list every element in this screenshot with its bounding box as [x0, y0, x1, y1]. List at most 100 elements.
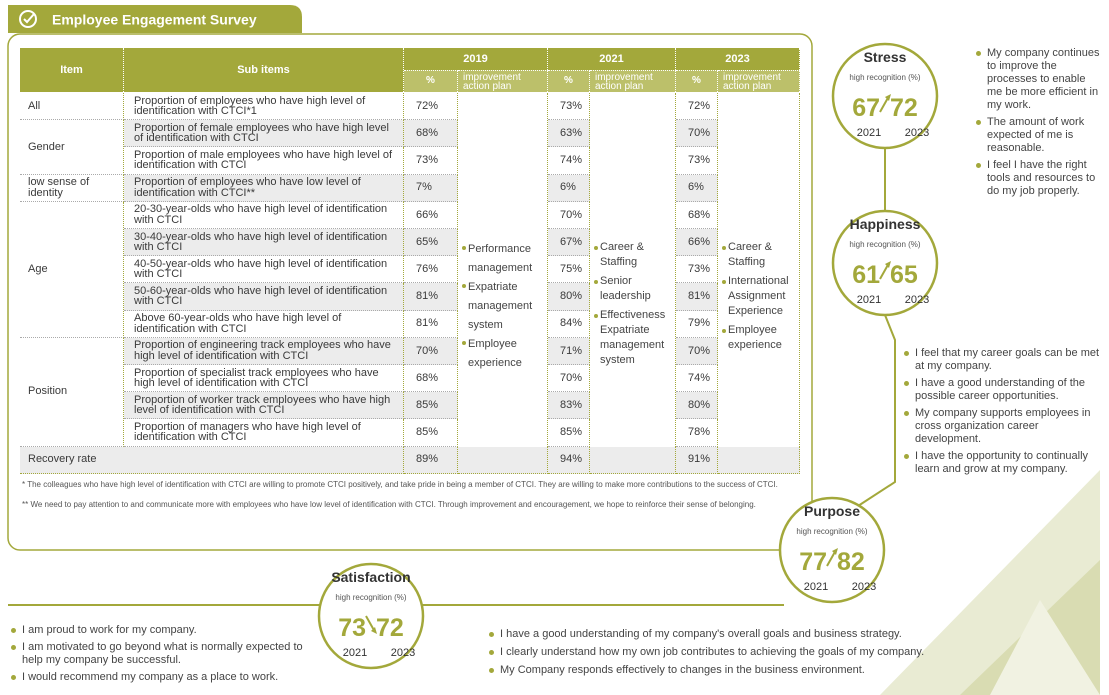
pct-cell: 7%	[404, 174, 458, 202]
title-tab	[8, 5, 302, 33]
pct-cell: 68%	[404, 365, 458, 393]
pct-cell: 68%	[404, 120, 458, 148]
plan-item: Effectiveness Expatriate management syst…	[594, 308, 674, 368]
sub-item-cell: Proportion of female employees who have …	[124, 120, 404, 148]
year-label: 2023	[852, 581, 876, 593]
sub-item-cell: Proportion of managers who have high lev…	[124, 419, 404, 447]
pct-cell: 70%	[676, 120, 718, 148]
plan-item: Expatriate management system	[462, 278, 546, 335]
circle-label: high recognition (%)	[849, 240, 920, 249]
pct-cell: 68%	[676, 201, 718, 229]
year-label: 2023	[391, 647, 415, 659]
bullet	[594, 246, 598, 250]
title: Employee Engagement Survey	[52, 12, 257, 28]
year-label: 2021	[804, 581, 828, 593]
circle-title: Purpose	[804, 503, 860, 519]
pct-cell: 74%	[676, 365, 718, 393]
from-value: 61	[852, 261, 880, 289]
footnote: ** We need to pay attention to and commu…	[22, 499, 756, 509]
pct-cell: 80%	[676, 392, 718, 420]
pct-cell: 81%	[676, 283, 718, 311]
plan-header: improvement action plan	[590, 70, 676, 92]
pct-cell: 83%	[548, 392, 590, 420]
bullet-item: I clearly understand how my own job cont…	[488, 646, 968, 659]
plan-text: Career & Staffing	[728, 241, 773, 268]
pct-cell: 89%	[404, 446, 458, 474]
plan-item: Performance management	[462, 240, 546, 278]
connector	[857, 314, 896, 507]
header-cell: Sub items	[124, 48, 404, 92]
bullet-item: My Company responds effectively to chang…	[488, 664, 968, 677]
pct-cell: 75%	[548, 256, 590, 284]
pct-cell: 81%	[404, 310, 458, 338]
pct-cell: 66%	[404, 201, 458, 229]
pct-cell: 79%	[676, 310, 718, 338]
pct-cell: 91%	[676, 446, 718, 474]
pct-cell: 63%	[548, 120, 590, 148]
item-cell: Position	[20, 337, 124, 447]
check-icon	[19, 10, 37, 28]
year-label: 2021	[343, 647, 367, 659]
pct-cell: 72%	[676, 93, 718, 121]
item-cell: Age	[20, 201, 124, 338]
bullet-item: I feel I have the right tools and resour…	[975, 159, 1103, 198]
to-value: 82	[837, 548, 865, 576]
pct-header: %	[676, 70, 718, 92]
pct-header: %	[404, 70, 458, 92]
circle	[831, 42, 939, 150]
item-cell: low sense of identity	[20, 174, 124, 202]
pct-cell: 84%	[548, 310, 590, 338]
year-label: 2021	[857, 294, 881, 306]
pct-cell: 6%	[548, 174, 590, 202]
plan-text: Performance management	[468, 243, 533, 274]
to-value: 72	[376, 614, 404, 642]
plan-cell	[590, 93, 676, 447]
plan-cell	[458, 93, 548, 447]
circle	[317, 562, 425, 670]
sub-item-cell: Proportion of male employees who have hi…	[124, 147, 404, 175]
year-label: 2021	[857, 127, 881, 139]
trend-arrowhead	[371, 627, 377, 634]
bullet-item: I would recommend my company as a place …	[10, 671, 320, 684]
bullet-item: I am proud to work for my company.	[10, 624, 320, 637]
sub-item-cell: Above 60-year-olds who have high level o…	[124, 310, 404, 338]
plan-item: International Assignment Experience	[722, 274, 798, 319]
bullet-item: I have a good understanding of my compan…	[488, 628, 968, 641]
pct-cell: 73%	[676, 256, 718, 284]
pct-cell: 70%	[548, 365, 590, 393]
plan-header: improvement action plan	[458, 70, 548, 92]
pct-cell: 81%	[404, 283, 458, 311]
bullet-item: I have a good understanding of the possi…	[903, 377, 1103, 403]
bullet	[462, 341, 466, 345]
plan-text: Employee experience	[728, 324, 782, 351]
pct-cell: 73%	[548, 93, 590, 121]
plan-item: Career & Staffing	[722, 240, 798, 270]
footnote: * The colleagues who have high level of …	[22, 479, 778, 489]
bullet-list: I feel that my career goals can be met a…	[903, 347, 1103, 480]
from-value: 67	[852, 94, 880, 122]
pct-cell: 70%	[548, 201, 590, 229]
plan-text: Effectiveness Expatriate management syst…	[600, 309, 666, 366]
bullet	[722, 329, 726, 333]
bullet-item: I feel that my career goals can be met a…	[903, 347, 1103, 373]
plan-list: Performance management Expatriate managem…	[462, 240, 546, 373]
item-cell: All	[20, 93, 124, 121]
year-header: 2019	[404, 48, 548, 70]
bullet-item: I have the opportunity to continually le…	[903, 450, 1103, 476]
circle	[831, 209, 939, 317]
pct-cell: 67%	[548, 229, 590, 257]
sub-item-cell: Proportion of engineering track employee…	[124, 337, 404, 365]
item-cell: Gender	[20, 120, 124, 175]
pct-cell: 94%	[548, 446, 590, 474]
pct-cell: 72%	[404, 93, 458, 121]
circle-label: high recognition (%)	[335, 593, 406, 602]
bullet-item: The amount of work expected of me is rea…	[975, 116, 1103, 155]
plan-text: Expatriate management system	[468, 281, 533, 331]
pct-cell: 85%	[404, 419, 458, 447]
sub-item-cell: 30-40-year-olds who have high level of i…	[124, 229, 404, 257]
plan-header: improvement action plan	[718, 70, 800, 92]
circle-title: Satisfaction	[331, 569, 410, 585]
